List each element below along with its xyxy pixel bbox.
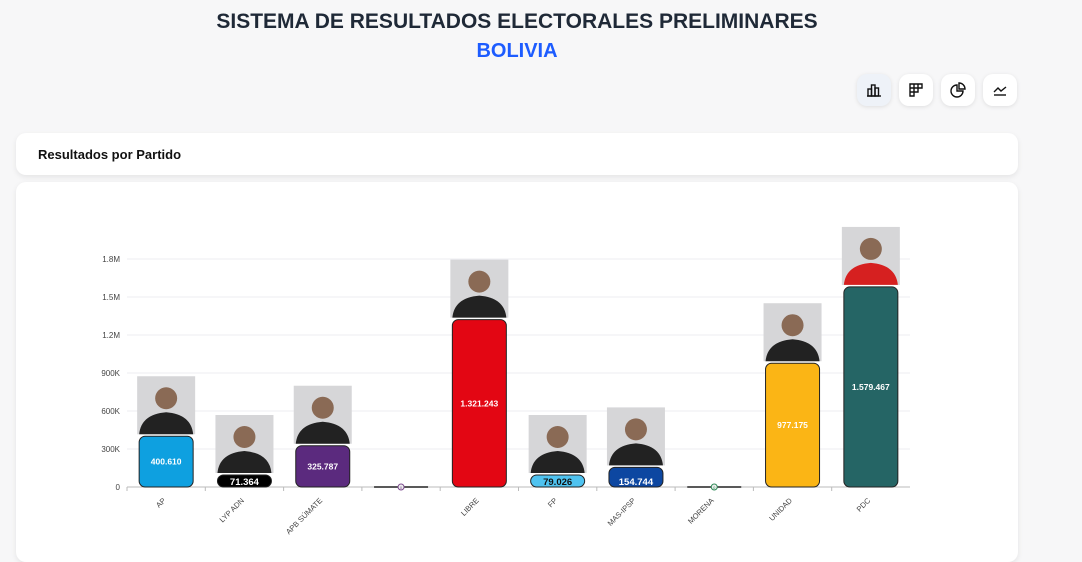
data-label: 79.026 [543,477,572,488]
zero-marker [710,483,718,491]
bar-LYP ADN [216,474,272,488]
bar-PDC [843,286,899,488]
x-tick-label: MORENA [686,496,716,526]
pie-chart-icon [950,82,966,98]
bar-FP [530,474,586,488]
line-chart-button[interactable] [983,74,1017,106]
y-tick-label: 1.8M [102,255,120,264]
grid-chart-button[interactable] [899,74,933,106]
data-label: 71.364 [230,477,260,488]
data-label: 0 [713,485,716,490]
y-tick-label: 600K [101,407,120,416]
data-label: 1.321.243 [460,398,498,408]
candidate-body [217,451,272,473]
candidate-face [546,426,569,448]
candidate-body [765,339,820,362]
x-tick-label: UNIDAD [767,496,794,523]
candidate-face [781,314,804,337]
y-tick-label: 1.2M [102,331,120,340]
candidate-body [452,295,507,318]
zero-marker [397,483,405,491]
line-chart-icon [993,86,1007,96]
x-tick-label: APB SÚMATE [284,496,324,536]
candidate-body [139,412,194,435]
bar-chart-button[interactable] [857,74,891,106]
data-label: 154.744 [619,477,654,488]
section-title: Resultados por Partido [38,147,182,162]
data-label: 400.610 [151,457,182,467]
x-tick-label: MAS-IPSP [606,496,638,528]
bar-APB SÚMATE [295,445,351,488]
bar-LIBRE [451,319,507,488]
pie-chart-button[interactable] [941,74,975,106]
y-tick-label: 1.5M [102,293,120,302]
page-subtitle: BOLIVIA [476,40,558,62]
candidate-face [233,426,256,448]
candidate-face [155,387,178,410]
y-tick-label: 300K [101,445,120,454]
candidate-face [468,270,491,293]
bar-UNIDAD [765,362,821,488]
data-label: 1.579.467 [852,382,890,392]
x-tick-label: LYP ADN [218,496,246,524]
bar-chart-icon [867,84,881,97]
candidate-body [608,443,663,466]
candidate-face [311,396,334,419]
chart-type-toolbar [857,74,1017,106]
data-label: 977.175 [777,420,808,430]
candidate-body [530,451,585,473]
candidate-face [859,237,882,260]
candidate-face [624,418,647,441]
grid-chart-icon [909,83,923,97]
x-tick-label: PDC [855,496,873,514]
page-title: SISTEMA DE RESULTADOS ELECTORALES PRELIM… [216,10,818,33]
bar-AP [138,435,194,488]
data-label: 0 [400,485,403,490]
candidate-body [843,262,898,285]
x-tick-label: FP [546,496,559,509]
bar-MAS-IPSP [608,466,664,488]
x-tick-label: AP [154,496,167,509]
candidate-body [295,421,350,444]
y-tick-label: 0 [116,483,121,492]
data-label: 325.787 [307,461,338,471]
y-tick-label: 900K [101,369,120,378]
x-tick-label: LIBRE [459,496,481,518]
section-header: Resultados por Partido [16,133,1018,175]
